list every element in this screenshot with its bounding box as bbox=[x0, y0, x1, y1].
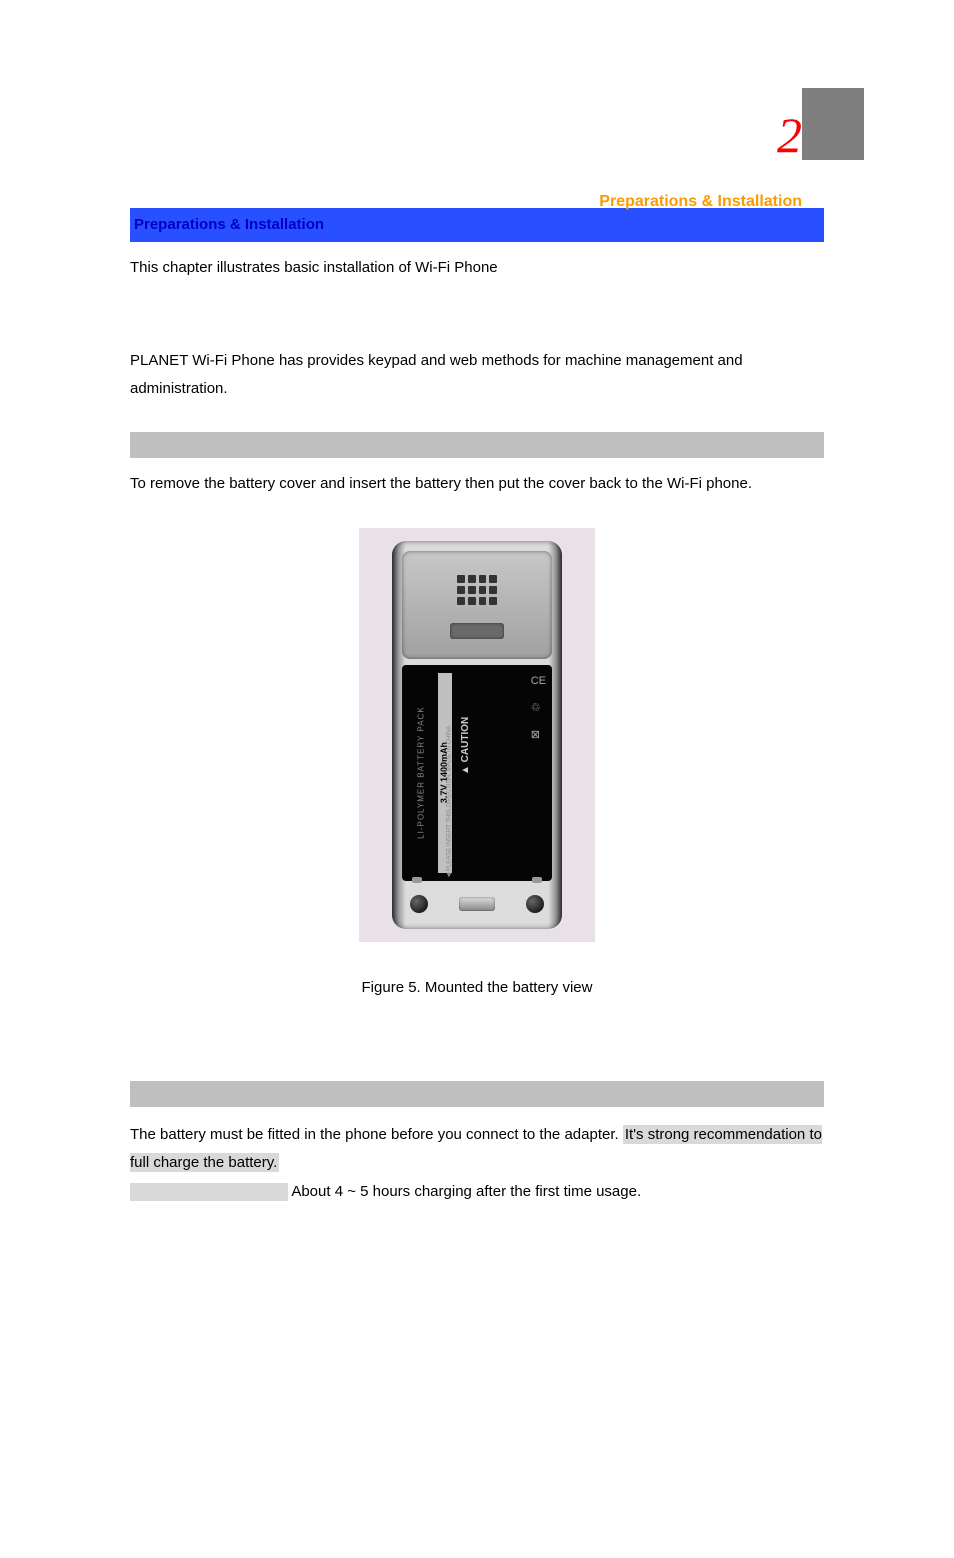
battery-arrow-label: ◀ PLEASE INSERT THIS DIRECTION. MADE IN … bbox=[445, 725, 456, 877]
phone-bottom-row bbox=[402, 885, 552, 923]
chapter-number: 2 bbox=[582, 88, 802, 183]
phone-illustration: LI-POLYMER BATTERY PACK 3.7V 1400mAh ▲ C… bbox=[392, 541, 562, 929]
chapter-header: 2 Preparations & Installation bbox=[582, 88, 802, 217]
figure-image: LI-POLYMER BATTERY PACK 3.7V 1400mAh ▲ C… bbox=[359, 528, 595, 942]
phone-mic-row bbox=[402, 875, 552, 885]
nobin-icon: ⊠ bbox=[531, 725, 546, 746]
intro-paragraph: This chapter illustrates basic installat… bbox=[130, 254, 824, 283]
subheading-charging: Charging the Battery bbox=[130, 1081, 824, 1107]
speaker-grid-icon bbox=[457, 575, 497, 605]
charging-paragraph: The battery must be fitted in the phone … bbox=[130, 1121, 824, 1207]
charging-text-prefix: The battery must be fitted in the phone … bbox=[130, 1126, 623, 1143]
mic-icon bbox=[412, 877, 422, 883]
battery-cert-icons: CE ♲ ⊠ bbox=[531, 671, 546, 746]
figure-container: LI-POLYMER BATTERY PACK 3.7V 1400mAh ▲ C… bbox=[130, 528, 824, 942]
charging-highlight-tail bbox=[130, 1183, 288, 1201]
chapter-title: Preparations & Installation bbox=[582, 187, 802, 217]
phone-top-panel bbox=[402, 551, 552, 659]
battery-caution-label: ▲ CAUTION bbox=[456, 717, 475, 775]
admin-paragraph: PLANET Wi-Fi Phone has provides keypad a… bbox=[130, 347, 824, 404]
subheading-mount-battery: Mounted the Battery bbox=[130, 432, 824, 458]
speaker-slot-icon bbox=[450, 623, 504, 639]
contact-bar-icon bbox=[459, 897, 495, 911]
page-corner-box bbox=[802, 88, 864, 160]
section-bar-label: Preparations & Installation bbox=[134, 211, 324, 240]
subheading-label: Charging the Battery bbox=[132, 1079, 280, 1108]
mic-icon bbox=[532, 877, 542, 883]
charging-text-suffix: About 4 ~ 5 hours charging after the fir… bbox=[288, 1183, 641, 1200]
contact-dot-icon bbox=[410, 895, 428, 913]
battery-left-label: LI-POLYMER BATTERY PACK bbox=[406, 673, 436, 873]
mount-battery-paragraph: To remove the battery cover and insert t… bbox=[130, 470, 824, 499]
subheading-label: Mounted the Battery bbox=[132, 430, 277, 459]
figure-caption: Figure 5. Mounted the battery view bbox=[130, 974, 824, 1003]
recycle-icon: ♲ bbox=[531, 698, 546, 719]
ce-icon: CE bbox=[531, 671, 546, 692]
contact-dot-icon bbox=[526, 895, 544, 913]
battery-panel: LI-POLYMER BATTERY PACK 3.7V 1400mAh ▲ C… bbox=[402, 665, 552, 881]
